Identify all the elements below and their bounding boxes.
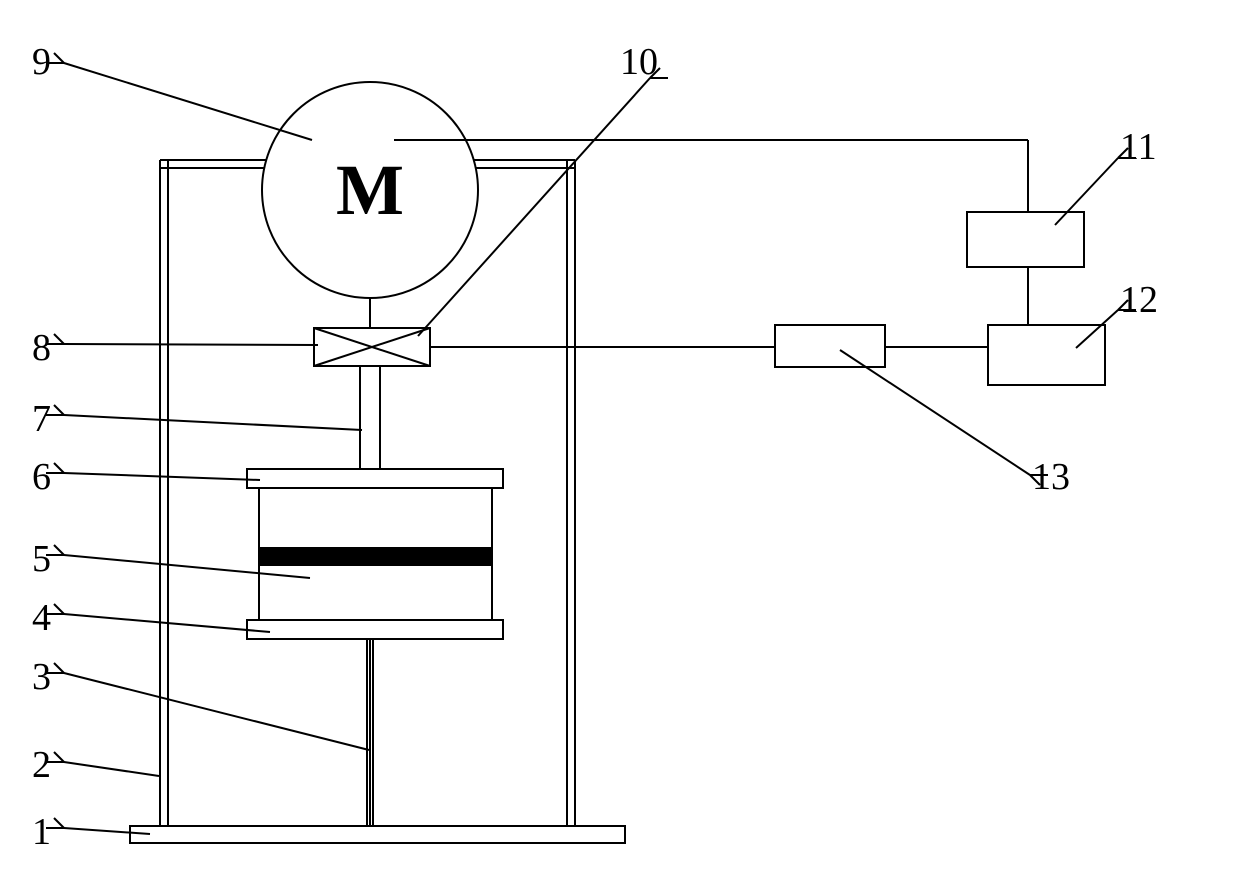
label-8: 8: [32, 326, 51, 370]
label-6: 6: [32, 455, 51, 499]
svg-text:M: M: [336, 150, 404, 230]
label-2: 2: [32, 743, 51, 787]
label-9: 9: [32, 40, 51, 84]
label-1: 1: [32, 810, 51, 854]
label-10: 10: [620, 40, 658, 84]
label-7: 7: [32, 397, 51, 441]
label-3: 3: [32, 655, 51, 699]
label-12: 12: [1120, 278, 1158, 322]
label-11: 11: [1120, 125, 1157, 169]
label-13: 13: [1032, 455, 1070, 499]
label-4: 4: [32, 596, 51, 640]
label-5: 5: [32, 537, 51, 581]
schematic-diagram: M: [0, 0, 1240, 885]
